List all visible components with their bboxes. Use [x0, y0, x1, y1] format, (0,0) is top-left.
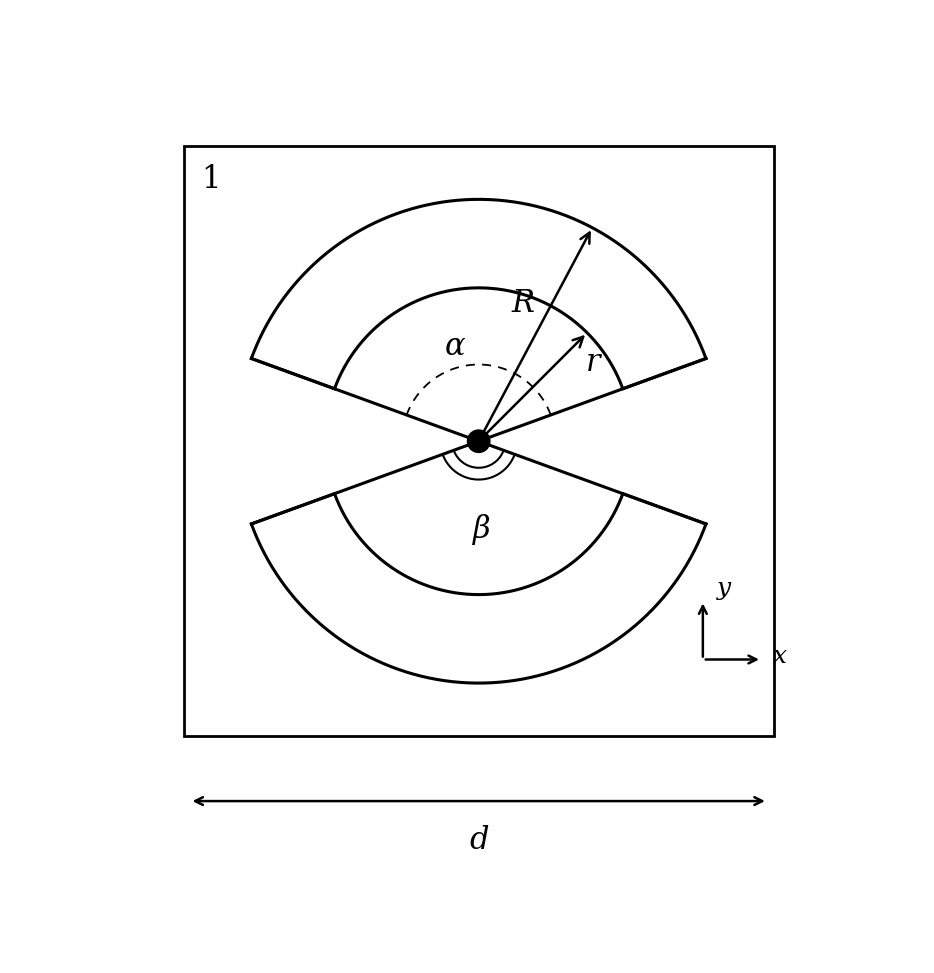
- Circle shape: [467, 430, 490, 452]
- Text: d: d: [469, 825, 488, 855]
- Bar: [184, 146, 773, 737]
- Text: β: β: [473, 514, 490, 545]
- Text: 1: 1: [202, 164, 221, 195]
- Text: x: x: [772, 645, 786, 668]
- Text: R: R: [512, 288, 535, 318]
- Text: α: α: [445, 332, 465, 362]
- Text: r: r: [586, 346, 601, 378]
- Text: y: y: [716, 577, 730, 600]
